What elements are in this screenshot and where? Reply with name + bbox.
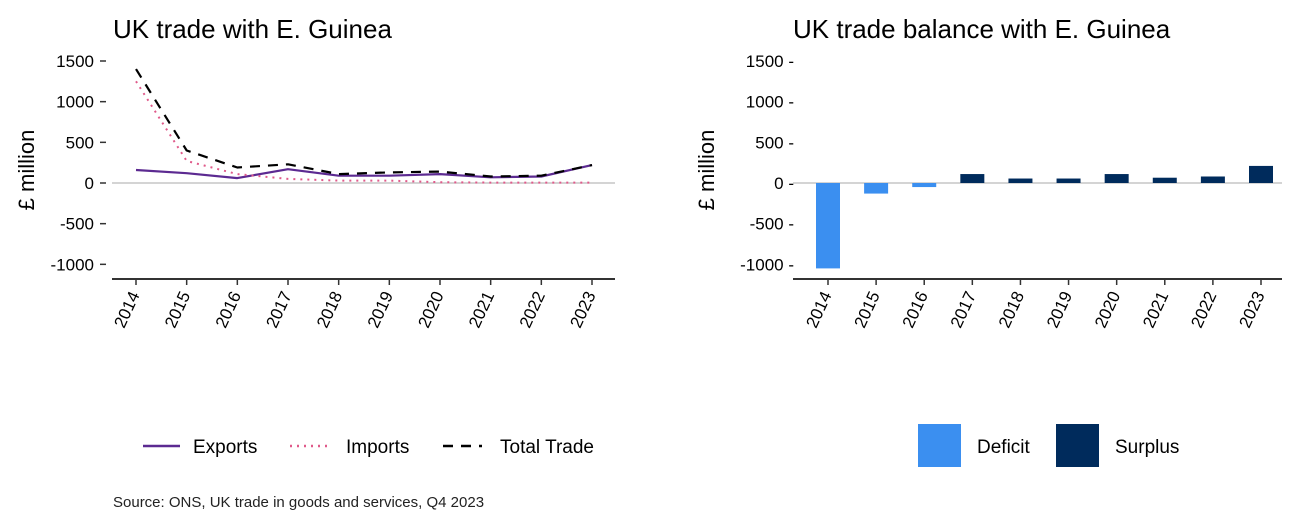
bar-2023 <box>1249 165 1273 183</box>
bar-chart-x-tick-label: 2022 <box>1187 289 1220 331</box>
source-note: Source: ONS, UK trade in goods and servi… <box>113 494 484 511</box>
line-chart-x-tick-label: 2023 <box>566 289 599 331</box>
line-chart-legend: Exports Imports Total Trade <box>143 437 594 458</box>
bar-chart-y-tick-label: -500 - <box>750 215 794 234</box>
trade-line-chart: UK trade with E. Guinea £ million 1500 10… <box>14 14 615 331</box>
line-chart-x-tick-label: 2016 <box>212 289 245 331</box>
bar-2015 <box>864 183 889 194</box>
line-chart-x-tick-label: 2014 <box>110 289 143 331</box>
bar-chart-y-tick-label: 0 - <box>774 174 794 193</box>
bar-chart-y-tick-label: -1000 - <box>740 255 794 274</box>
bar-chart-legend: Deficit Surplus <box>918 424 1179 467</box>
bar-chart-y-tick-label: 1500 - <box>746 52 794 71</box>
line-chart-y-tick-label: 1000 <box>56 93 94 112</box>
line-chart-x-tick-label: 2020 <box>414 289 447 331</box>
line-chart-x-tick-label: 2018 <box>313 289 346 331</box>
bar-chart-x-tick-label: 2023 <box>1235 289 1268 331</box>
series-line-total-trade <box>135 68 593 178</box>
series-line-exports <box>135 164 593 180</box>
legend-deficit-label: Deficit <box>977 437 1031 458</box>
bar-chart-y-tick-label: 1000 - <box>746 93 794 112</box>
bar-chart-x-tick-label: 2019 <box>1043 289 1076 331</box>
bar-chart-x-tick-label: 2016 <box>899 289 932 331</box>
legend-surplus-label: Surplus <box>1115 437 1179 458</box>
bar-chart-x-tick-label: 2014 <box>802 289 835 331</box>
legend-imports-label: Imports <box>346 437 409 458</box>
bar-chart-x-tick-label: 2018 <box>995 289 1028 331</box>
line-chart-y-tick-label: 1500 <box>56 52 94 71</box>
legend-total-trade-label: Total Trade <box>500 437 594 458</box>
line-chart-x-tick-label: 2022 <box>516 289 549 331</box>
bar-chart-x-tick-label: 2020 <box>1091 289 1124 331</box>
bar-chart-x-tick-label: 2021 <box>1139 289 1172 331</box>
line-chart-title: UK trade with E. Guinea <box>113 14 392 44</box>
line-chart-x-tick-label: 2015 <box>161 289 194 331</box>
bar-2014 <box>816 183 840 269</box>
series-line-imports <box>135 80 592 184</box>
line-chart-y-tick-label: 0 <box>85 174 94 193</box>
line-chart-y-tick-label: 500 <box>66 133 94 152</box>
line-chart-x-tick-label: 2021 <box>465 289 498 331</box>
balance-bar-chart: UK trade balance with E. Guinea £ millio… <box>694 14 1282 331</box>
bar-2016 <box>912 183 937 188</box>
legend-deficit-swatch <box>918 424 961 467</box>
line-chart-ylabel: £ million <box>14 130 39 211</box>
legend-surplus-swatch <box>1056 424 1099 467</box>
bar-2022 <box>1200 176 1225 183</box>
bar-chart-x-tick-label: 2017 <box>947 289 980 331</box>
bar-chart-ylabel: £ million <box>694 130 719 211</box>
line-chart-x-tick-label: 2019 <box>364 289 397 331</box>
legend-exports-label: Exports <box>193 437 257 458</box>
bar-chart-x-tick-label: 2015 <box>851 289 884 331</box>
bar-2019 <box>1056 178 1081 183</box>
line-chart-y-tick-label: -1000 <box>51 255 94 274</box>
bar-2018 <box>1008 178 1033 183</box>
bar-2020 <box>1104 174 1129 183</box>
line-chart-x-tick-label: 2017 <box>262 289 295 331</box>
bar-chart-title: UK trade balance with E. Guinea <box>793 14 1171 44</box>
bar-chart-y-tick-label: 500 - <box>755 133 794 152</box>
bar-2021 <box>1152 177 1177 183</box>
line-chart-y-tick-label: -500 <box>60 215 94 234</box>
bar-2017 <box>960 174 985 183</box>
